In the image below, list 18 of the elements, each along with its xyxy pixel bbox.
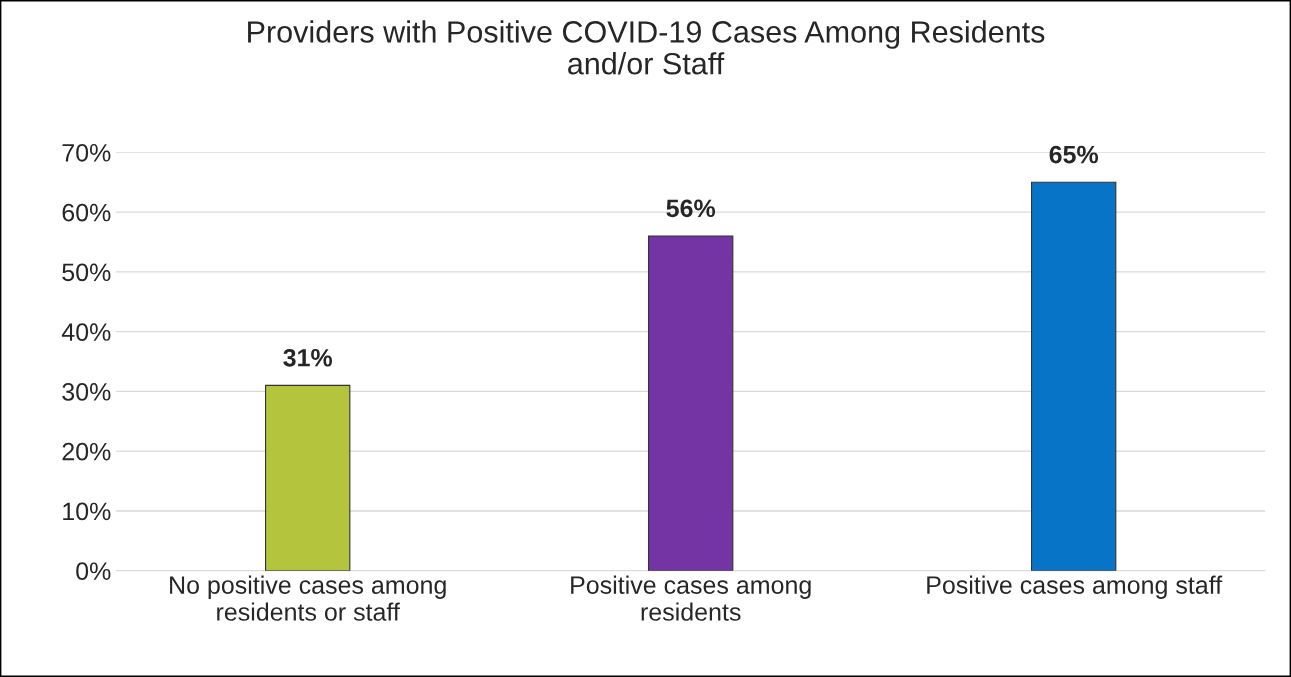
x-tick-label: Positive cases among residents — [571, 575, 811, 621]
y-tick-label: 60% — [62, 203, 111, 222]
y-tick-label: 0% — [76, 562, 111, 581]
y-tick-label: 50% — [62, 263, 111, 282]
y-tick-label: 20% — [62, 442, 111, 461]
y-tick-label: 30% — [62, 383, 111, 401]
x-tick-label: No positive cases among residents or staff — [170, 575, 446, 621]
y-tick-label: 40% — [61, 323, 111, 341]
chart-title: Providers with Positive COVID-19 Cases Among Residents and/or Staff — [248, 20, 1045, 75]
bar — [1030, 181, 1117, 571]
data-label: 65% — [1049, 145, 1099, 164]
data-label: 31% — [283, 348, 333, 367]
data-label: 56% — [666, 199, 716, 218]
y-tick-label: 10% — [63, 502, 111, 521]
x-tick-label: Positive cases among staff — [927, 575, 1223, 599]
bar — [265, 384, 351, 571]
y-tick-label: 70% — [62, 143, 111, 162]
bar — [648, 235, 734, 571]
